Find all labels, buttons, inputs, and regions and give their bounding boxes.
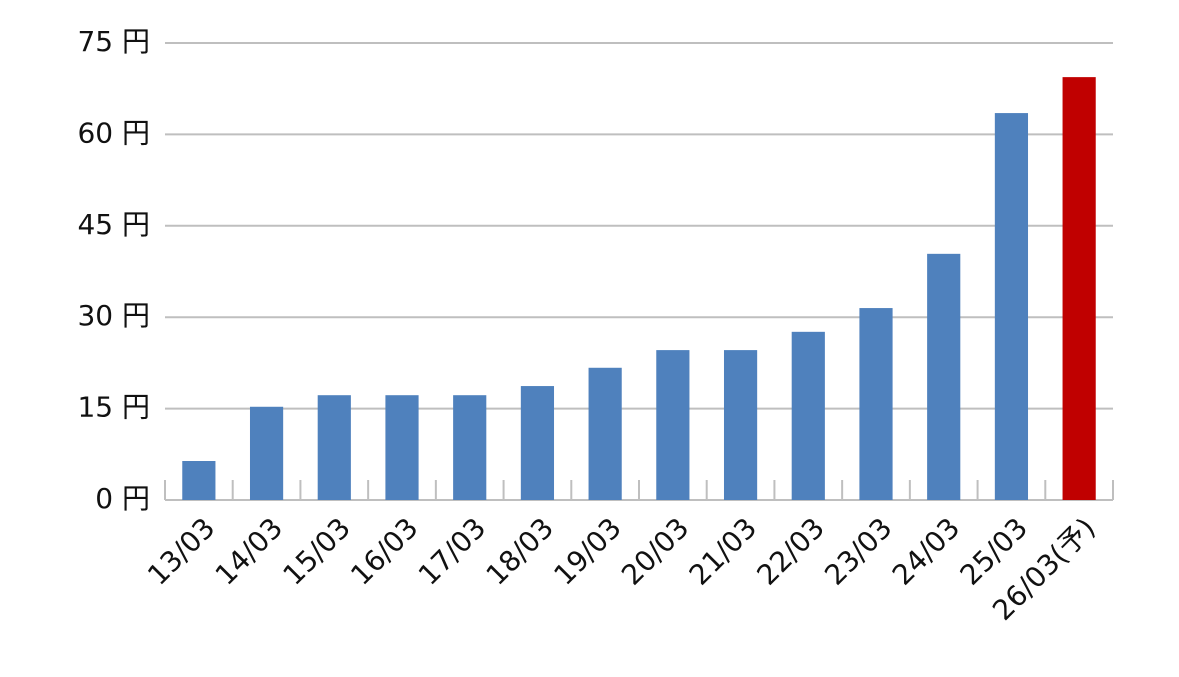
x-tick-label: 17/03 xyxy=(412,511,492,591)
x-tick-label: 24/03 xyxy=(886,511,966,591)
y-tick-label: 15 円 xyxy=(77,391,150,424)
bar xyxy=(791,331,825,500)
x-tick-label: 22/03 xyxy=(750,511,830,591)
bar xyxy=(927,253,961,500)
bar xyxy=(249,406,284,500)
x-tick-label: 20/03 xyxy=(615,511,695,591)
bar xyxy=(1062,77,1096,500)
y-tick-label: 60 円 xyxy=(77,116,150,149)
bar xyxy=(182,461,216,500)
bar xyxy=(385,395,419,500)
y-tick-label: 75 円 xyxy=(77,25,150,58)
x-tick-label: 14/03 xyxy=(209,511,289,591)
bar xyxy=(317,395,351,500)
y-tick-label: 0 円 xyxy=(95,482,150,515)
bar xyxy=(859,308,893,500)
y-tick-label: 45 円 xyxy=(77,208,150,241)
bar xyxy=(588,367,622,500)
x-tick-label: 16/03 xyxy=(344,511,424,591)
bar xyxy=(656,350,690,500)
x-tick-label: 18/03 xyxy=(480,511,560,591)
bar xyxy=(723,350,758,500)
y-tick-label: 30 円 xyxy=(77,299,150,332)
x-tick-label: 15/03 xyxy=(276,511,356,591)
x-tick-label: 13/03 xyxy=(141,511,221,591)
bar xyxy=(520,386,555,500)
bar xyxy=(994,113,1029,500)
x-tick-label: 23/03 xyxy=(818,511,898,591)
x-tick-label: 21/03 xyxy=(683,511,763,591)
bar xyxy=(453,395,487,500)
x-tick-label: 19/03 xyxy=(547,511,627,591)
